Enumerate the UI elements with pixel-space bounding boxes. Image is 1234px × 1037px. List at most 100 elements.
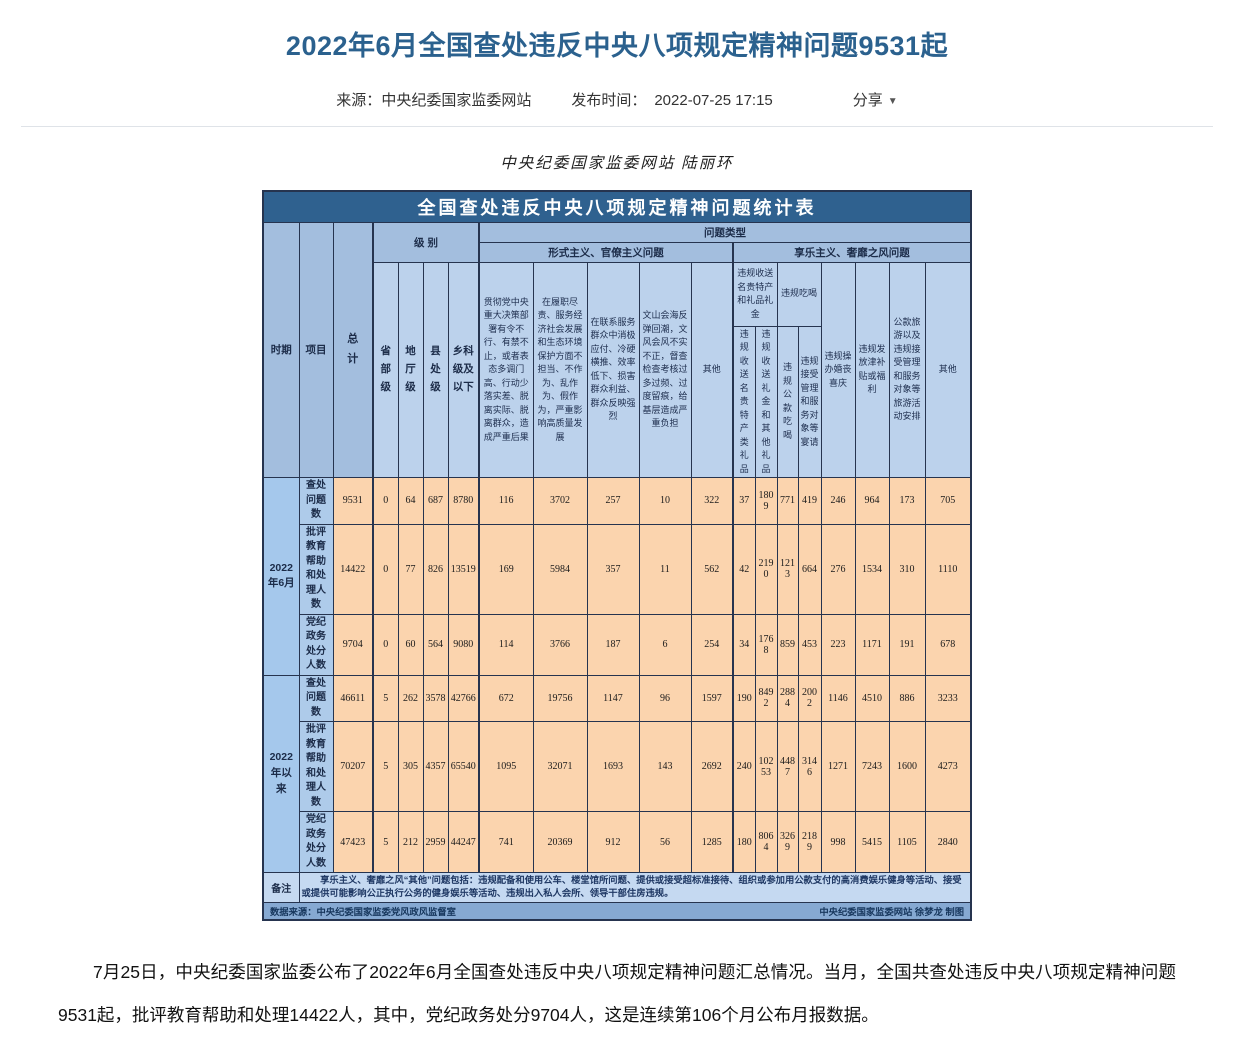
header-formalism-other: 其他: [690, 261, 734, 478]
data-cell: 771: [776, 477, 799, 525]
header-gift-col-2: 违规收送礼金和其他礼品: [754, 325, 778, 478]
header-row-3: 省部级 地厅级 县处级 乡科级及以下 贯彻党中央重大决策部署有令不行、有禁不止，…: [263, 261, 972, 478]
data-cell: 2840: [924, 811, 972, 873]
data-cell: 5415: [854, 811, 890, 873]
table-title: 全国查处违反中央八项规定精神问题统计表: [262, 190, 972, 223]
data-cell: 96: [638, 674, 692, 722]
header-formalism-col-2: 在履职尽责、服务经济社会发展和生态环境保护方面不担当、不作为、乱作为、假作为，严…: [532, 261, 588, 478]
data-cell: 1110: [924, 523, 972, 615]
data-cell: 705: [924, 477, 972, 525]
data-cell: 9531: [332, 477, 374, 525]
data-cell: 257: [586, 477, 640, 525]
data-cell: 5: [372, 721, 399, 812]
data-cell: 37: [732, 477, 756, 525]
data-cell: 886: [888, 674, 926, 722]
data-cell: 1146: [820, 674, 856, 722]
stats-footer: 备注 享乐主义、奢靡之风“其他”问题包括：违规配备和使用公车、楼堂馆所问题、提供…: [262, 872, 972, 921]
data-cell: 77: [397, 523, 424, 615]
row-label: 批评教育帮助和处理人数: [298, 721, 334, 812]
table-row: 2022年以来 查处问题数 46611 5 262 3578 42766 672 19756 11…: [262, 674, 972, 873]
data-cell: 2884: [776, 674, 799, 722]
data-cell: 678: [924, 613, 972, 676]
data-cell: 912: [586, 811, 640, 873]
header-level-township: 乡科级及以下: [447, 261, 480, 478]
data-cell: 453: [797, 613, 822, 676]
meta-row: 来源：中央纪委国家监委网站 发布时间： 2022-07-25 17:15 分享 ▼: [0, 89, 1234, 110]
data-cell: 191: [888, 613, 926, 676]
data-cell: 3269: [776, 811, 799, 873]
data-cell: 46611: [332, 674, 374, 722]
meta-source-value: 中央纪委国家监委网站: [381, 92, 532, 109]
header-formalism-col-4: 文山会海反弹回潮，文风会风不实不正，督查检查考核过多过频、过度留痕，给基层造成严…: [638, 261, 692, 478]
data-cell: 34: [732, 613, 756, 676]
period-cell: 2022年6月: [262, 477, 300, 676]
data-cell: 14422: [332, 523, 374, 615]
data-cell: 223: [820, 613, 856, 676]
data-cell: 305: [397, 721, 424, 812]
header-row-4: 违规收送名贵特产类礼品 违规收送礼金和其他礼品 违规公款吃喝 违规接受管理和服务…: [263, 325, 971, 478]
data-cell: 1271: [820, 721, 856, 812]
data-cell: 56: [638, 811, 692, 873]
chevron-down-icon: ▼: [887, 96, 898, 107]
data-cell: 964: [854, 477, 890, 525]
data-cell: 310: [888, 523, 926, 615]
article: 2022年6月全国查处违反中央八项规定精神问题9531起 来源：中央纪委国家监委…: [0, 24, 1234, 1037]
table-row: 2022年6月 查处问题数 9531 0 64 687 8780 116 3702 257 10 32…: [262, 477, 972, 676]
data-cell: 114: [478, 613, 534, 676]
data-cell: 5984: [532, 523, 588, 615]
data-cell: 562: [690, 523, 734, 615]
data-cell: 42766: [447, 674, 480, 722]
header-level-county: 县处级: [422, 261, 449, 478]
data-cell: 859: [776, 613, 799, 676]
data-cell: 1768: [754, 613, 778, 676]
data-cell: 741: [478, 811, 534, 873]
data-source-left: 数据来源：中央纪委国家监委党风政风监督室: [270, 906, 456, 917]
meta-time-label: 发布时间：: [571, 92, 647, 109]
data-cell: 60: [397, 613, 424, 676]
header-period: 时期: [262, 221, 300, 478]
data-cell: 4357: [422, 721, 449, 812]
data-cell: 8492: [754, 674, 778, 722]
data-cell: 1105: [888, 811, 926, 873]
data-cell: 4510: [854, 674, 890, 722]
data-cell: 254: [690, 613, 734, 676]
header-item: 项目: [298, 221, 334, 478]
data-cell: 42: [732, 523, 756, 615]
header-level-province: 省部级: [372, 261, 399, 478]
data-cell: 1534: [854, 523, 890, 615]
data-cell: 2189: [797, 811, 822, 873]
data-cell: 32071: [532, 721, 588, 812]
data-cell: 64: [397, 477, 424, 525]
data-cell: 11: [638, 523, 692, 615]
data-cell: 1095: [478, 721, 534, 812]
header-formalism-col-3: 在联系服务群众中消极应付、冷硬横推、效率低下、损害群众利益、群众反映强烈: [586, 261, 640, 478]
header-total: 总计: [332, 221, 374, 478]
data-cell: 9080: [447, 613, 480, 676]
data-cell: 173: [888, 477, 926, 525]
header-problem-type: 问题类型: [478, 221, 972, 243]
data-cell: 0: [372, 477, 399, 525]
divider: [21, 126, 1213, 127]
data-cell: 70207: [332, 721, 374, 812]
data-cell: 1809: [754, 477, 778, 525]
header-gift-group: 违规收送名贵特产和礼品礼金: [732, 261, 778, 327]
header-formalism-group: 形式主义、官僚主义问题: [478, 241, 734, 263]
data-cell: 1171: [854, 613, 890, 676]
data-cell: 10: [638, 477, 692, 525]
byline: 中央纪委国家监委网站 陆丽环: [500, 155, 734, 172]
data-cell: 3702: [532, 477, 588, 525]
data-cell: 143: [638, 721, 692, 812]
data-cell: 357: [586, 523, 640, 615]
header-level-group: 级 别: [372, 221, 480, 263]
data-cell: 116: [478, 477, 534, 525]
header-hedonism-other: 其他: [924, 261, 972, 478]
data-cell: 0: [372, 523, 399, 615]
data-cell: 2692: [690, 721, 734, 812]
data-cell: 212: [397, 811, 424, 873]
share-dropdown[interactable]: 分享 ▼: [853, 89, 898, 110]
remark-text: 享乐主义、奢靡之风“其他”问题包括：违规配备和使用公车、楼堂馆所问题、提供或接受…: [298, 872, 972, 903]
data-cell: 998: [820, 811, 856, 873]
header-hedonism-allowance: 违规发放津补贴或福利: [854, 261, 890, 478]
table-row: 党纪政务处分人数 47423 5 212 2959 44247 741 20369 912 56 1…: [263, 811, 972, 873]
data-cell: 10253: [754, 721, 778, 812]
